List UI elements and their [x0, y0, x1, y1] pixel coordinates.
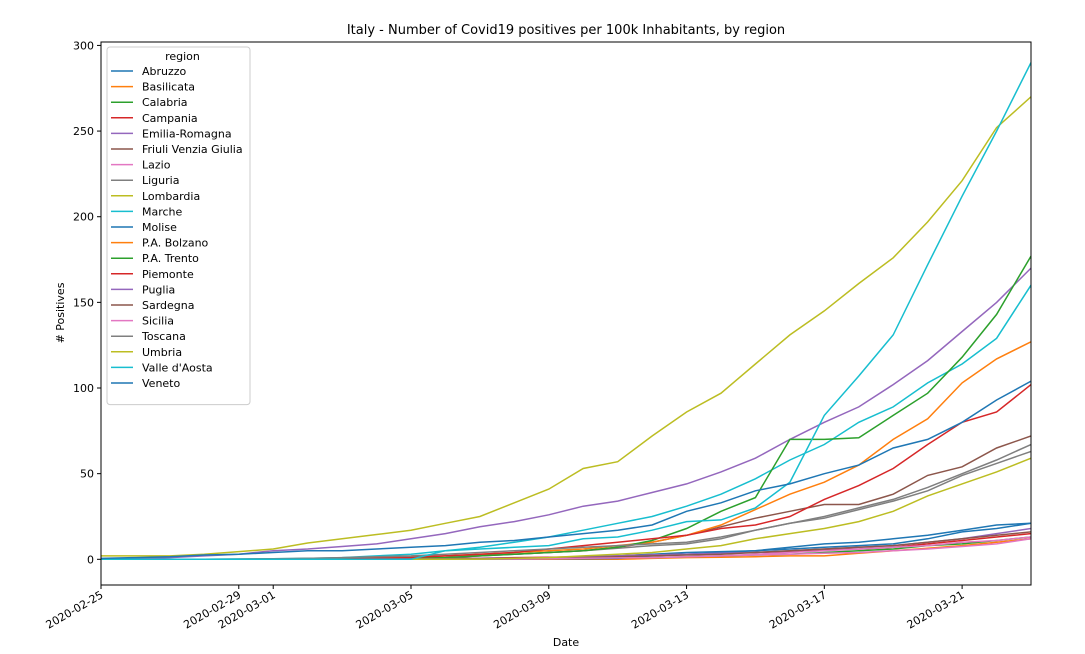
- legend-label: Toscana: [141, 330, 186, 343]
- y-tick-label: 0: [87, 553, 94, 566]
- y-tick-label: 150: [73, 296, 94, 309]
- y-tick-label: 300: [73, 39, 94, 52]
- series-line-valle-d-aosta: [101, 62, 1031, 561]
- plot-frame: [100, 41, 1032, 586]
- legend-label: Puglia: [142, 283, 175, 296]
- chart-title: Italy - Number of Covid19 positives per …: [347, 23, 785, 38]
- legend: region Abruzzo Basilicata Calabria Campania E…: [106, 46, 251, 406]
- legend-label: Calabria: [142, 96, 188, 109]
- legend-title: region: [165, 50, 200, 63]
- legend-label: Emilia-Romagna: [142, 127, 232, 140]
- legend-label: Veneto: [142, 377, 180, 390]
- y-axis: 0 50 100 150 200 250 300: [73, 39, 101, 566]
- legend-label: P.A. Trento: [142, 252, 199, 265]
- series-lines: [101, 62, 1031, 561]
- y-axis-title: # Positives: [54, 282, 67, 343]
- x-axis-title: Date: [553, 636, 580, 649]
- legend-label: Lombardia: [142, 190, 200, 203]
- y-tick-label: 250: [73, 125, 94, 138]
- legend-label: Basilicata: [142, 81, 195, 94]
- y-tick-label: 100: [73, 382, 94, 395]
- legend-label: Liguria: [142, 174, 179, 187]
- legend-label: Sardegna: [142, 299, 195, 312]
- legend-label: Friuli Venzia Giulia: [142, 143, 243, 156]
- y-tick-label: 50: [80, 468, 94, 481]
- series-line-veneto: [101, 380, 1031, 560]
- legend-label: Abruzzo: [142, 65, 187, 78]
- legend-label: Piemonte: [142, 268, 194, 281]
- legend-label: Valle d'Aosta: [142, 361, 213, 374]
- legend-label: P.A. Bolzano: [142, 237, 209, 250]
- legend-label: Molise: [142, 221, 177, 234]
- series-line-lombardia: [101, 96, 1031, 557]
- legend-label: Marche: [142, 205, 183, 218]
- legend-label: Campania: [142, 112, 198, 125]
- y-tick-label: 200: [73, 211, 94, 224]
- legend-label: Sicilia: [142, 315, 174, 328]
- legend-box: [106, 46, 251, 406]
- legend-label: Umbria: [142, 346, 182, 359]
- legend-label: Lazio: [142, 159, 171, 172]
